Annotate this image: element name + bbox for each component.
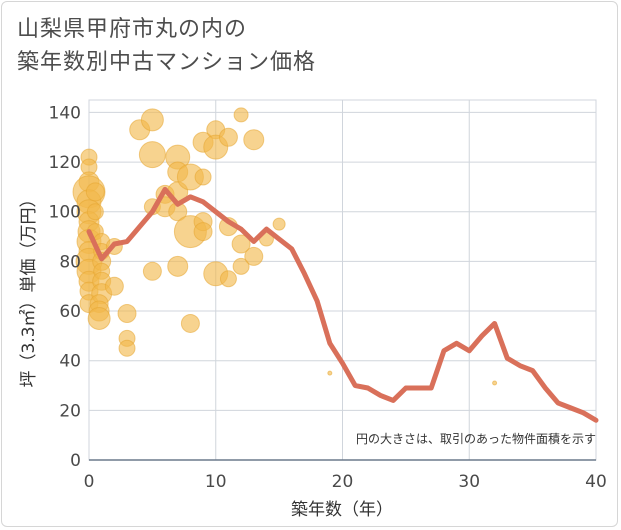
bubble-point (194, 168, 212, 186)
y-tick-label: 140 (49, 103, 81, 123)
bubble-point (218, 127, 238, 147)
bubble-point (233, 107, 249, 123)
bubble-point (180, 313, 200, 333)
x-tick-label: 30 (458, 472, 480, 492)
bubble-point (140, 108, 164, 132)
x-axis-ticks: 0 10 20 30 40 (84, 472, 607, 492)
x-tick-label: 10 (205, 472, 227, 492)
bubble-point (219, 270, 237, 288)
bubble-point (327, 370, 333, 376)
chart-title: 山梨県甲府市丸の内の 築年数別中古マンション価格 (17, 13, 316, 79)
x-tick-label: 0 (84, 472, 95, 492)
y-axis-ticks: 0 20 40 60 80 100 120 140 (49, 103, 81, 471)
bubble-point (272, 217, 286, 231)
y-tick-label: 60 (59, 302, 81, 322)
bubble-point (85, 182, 105, 202)
average-price-line (86, 186, 599, 423)
x-tick-label: 20 (332, 472, 354, 492)
bubble-point (167, 255, 189, 277)
price-trend-line (86, 186, 599, 423)
y-tick-label: 80 (59, 252, 81, 272)
bubble-point (118, 339, 136, 357)
title-line-1: 山梨県甲府市丸の内の (17, 17, 248, 42)
x-axis-label: 築年数（年） (291, 500, 393, 520)
bubble-point (87, 306, 111, 330)
bubble-point (104, 276, 124, 296)
bubble-point (231, 234, 251, 254)
bubble-point (244, 246, 264, 266)
size-note: 円の大きさは、取引のあった物件面積を示す (356, 431, 596, 446)
bubble-point (138, 141, 166, 169)
bubble-point (86, 203, 104, 221)
bubble-series (72, 107, 498, 386)
x-tick-label: 40 (585, 472, 607, 492)
y-tick-label: 100 (49, 203, 81, 223)
y-tick-label: 120 (49, 153, 81, 173)
y-tick-label: 20 (59, 401, 81, 421)
bubble-point (243, 129, 265, 151)
bubble-point (117, 304, 137, 324)
y-axis-label: 坪（3.3㎡）単価（万円） (19, 190, 39, 387)
bubble-point (232, 257, 250, 275)
bubble-point (193, 222, 213, 242)
y-tick-label: 40 (59, 352, 81, 372)
bubble-point (142, 261, 162, 281)
title-line-2: 築年数別中古マンション価格 (17, 50, 317, 75)
y-tick-label: 0 (70, 451, 81, 471)
bubble-point (492, 380, 498, 386)
